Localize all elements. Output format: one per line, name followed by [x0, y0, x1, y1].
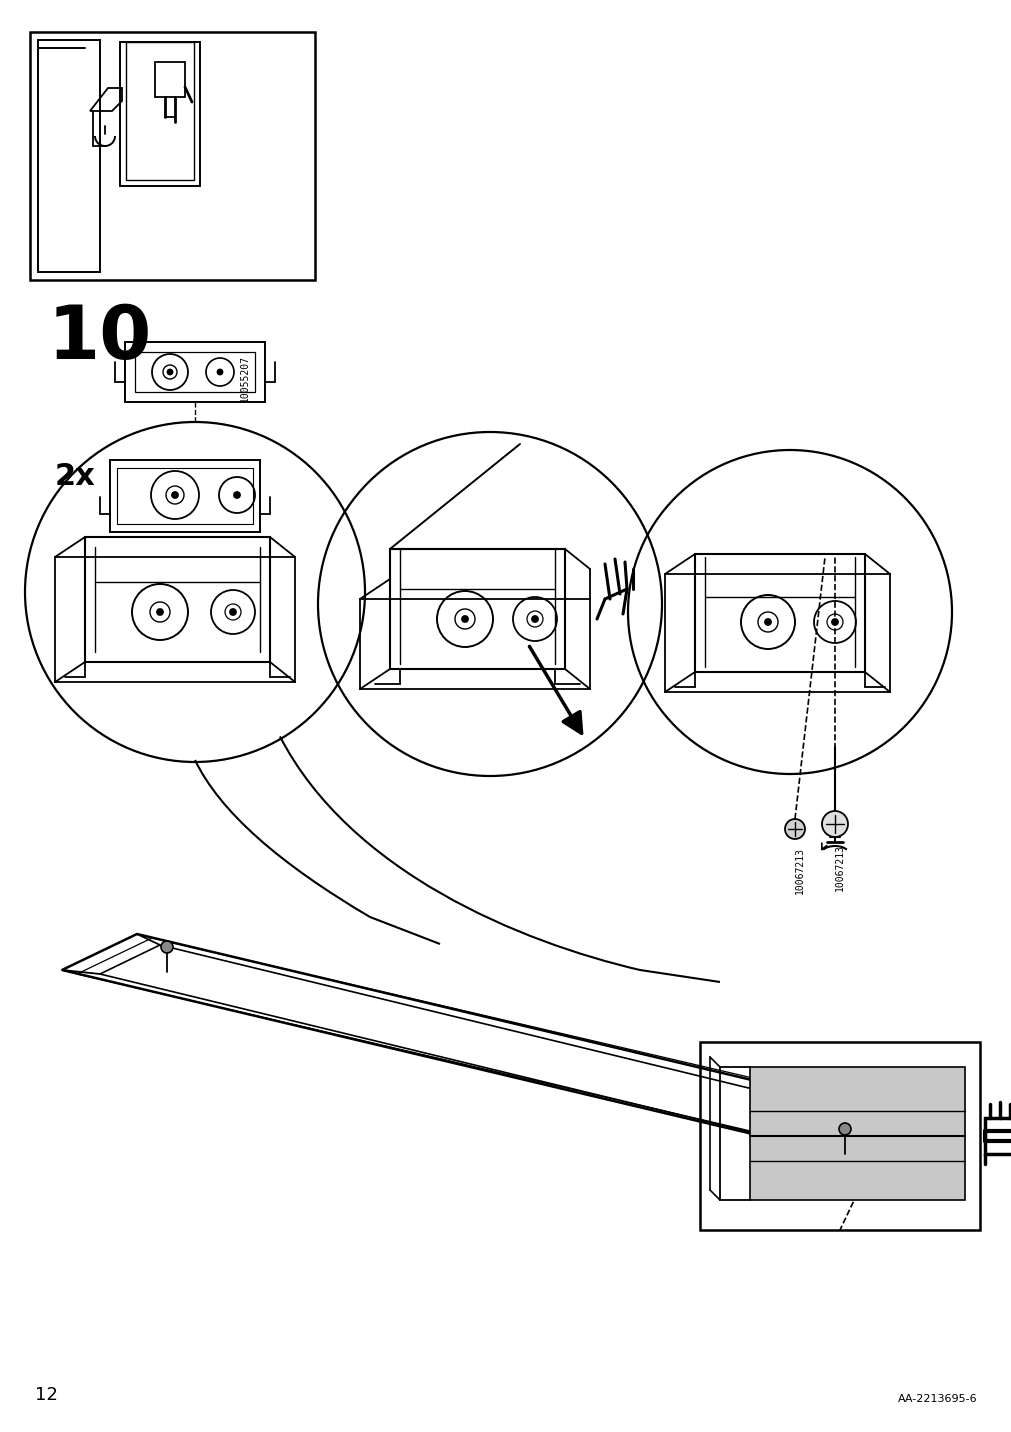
Bar [85, 537, 270, 662]
Bar [984, 1118, 1011, 1154]
Bar [110, 460, 260, 533]
Circle shape [217, 369, 222, 375]
Circle shape [764, 619, 770, 624]
Circle shape [831, 619, 837, 624]
Text: AA-2213695-6: AA-2213695-6 [898, 1393, 977, 1403]
Circle shape [785, 819, 804, 839]
Text: 10055207: 10055207 [240, 355, 250, 402]
Bar [120, 42, 200, 186]
Circle shape [161, 941, 173, 954]
Circle shape [229, 609, 236, 614]
Text: 10067213: 10067213 [795, 846, 804, 894]
Circle shape [157, 609, 163, 614]
Bar [700, 1042, 979, 1230]
Bar [125, 342, 265, 402]
Circle shape [234, 493, 240, 498]
Bar [134, 352, 255, 392]
Circle shape [838, 1123, 850, 1136]
Polygon shape [749, 1067, 964, 1200]
Text: 10: 10 [48, 302, 153, 375]
Text: 10067213: 10067213 [834, 843, 844, 891]
Bar [389, 548, 564, 669]
Text: 2x: 2x [55, 463, 96, 491]
Circle shape [462, 616, 467, 621]
Bar [117, 468, 253, 524]
Bar [126, 42, 194, 180]
Bar [155, 62, 185, 97]
Bar [695, 554, 864, 672]
Circle shape [532, 616, 538, 621]
Bar [38, 40, 100, 272]
Circle shape [821, 811, 847, 836]
Bar [30, 32, 314, 281]
Circle shape [168, 369, 172, 375]
Circle shape [172, 493, 178, 498]
Text: 12: 12 [35, 1386, 58, 1403]
